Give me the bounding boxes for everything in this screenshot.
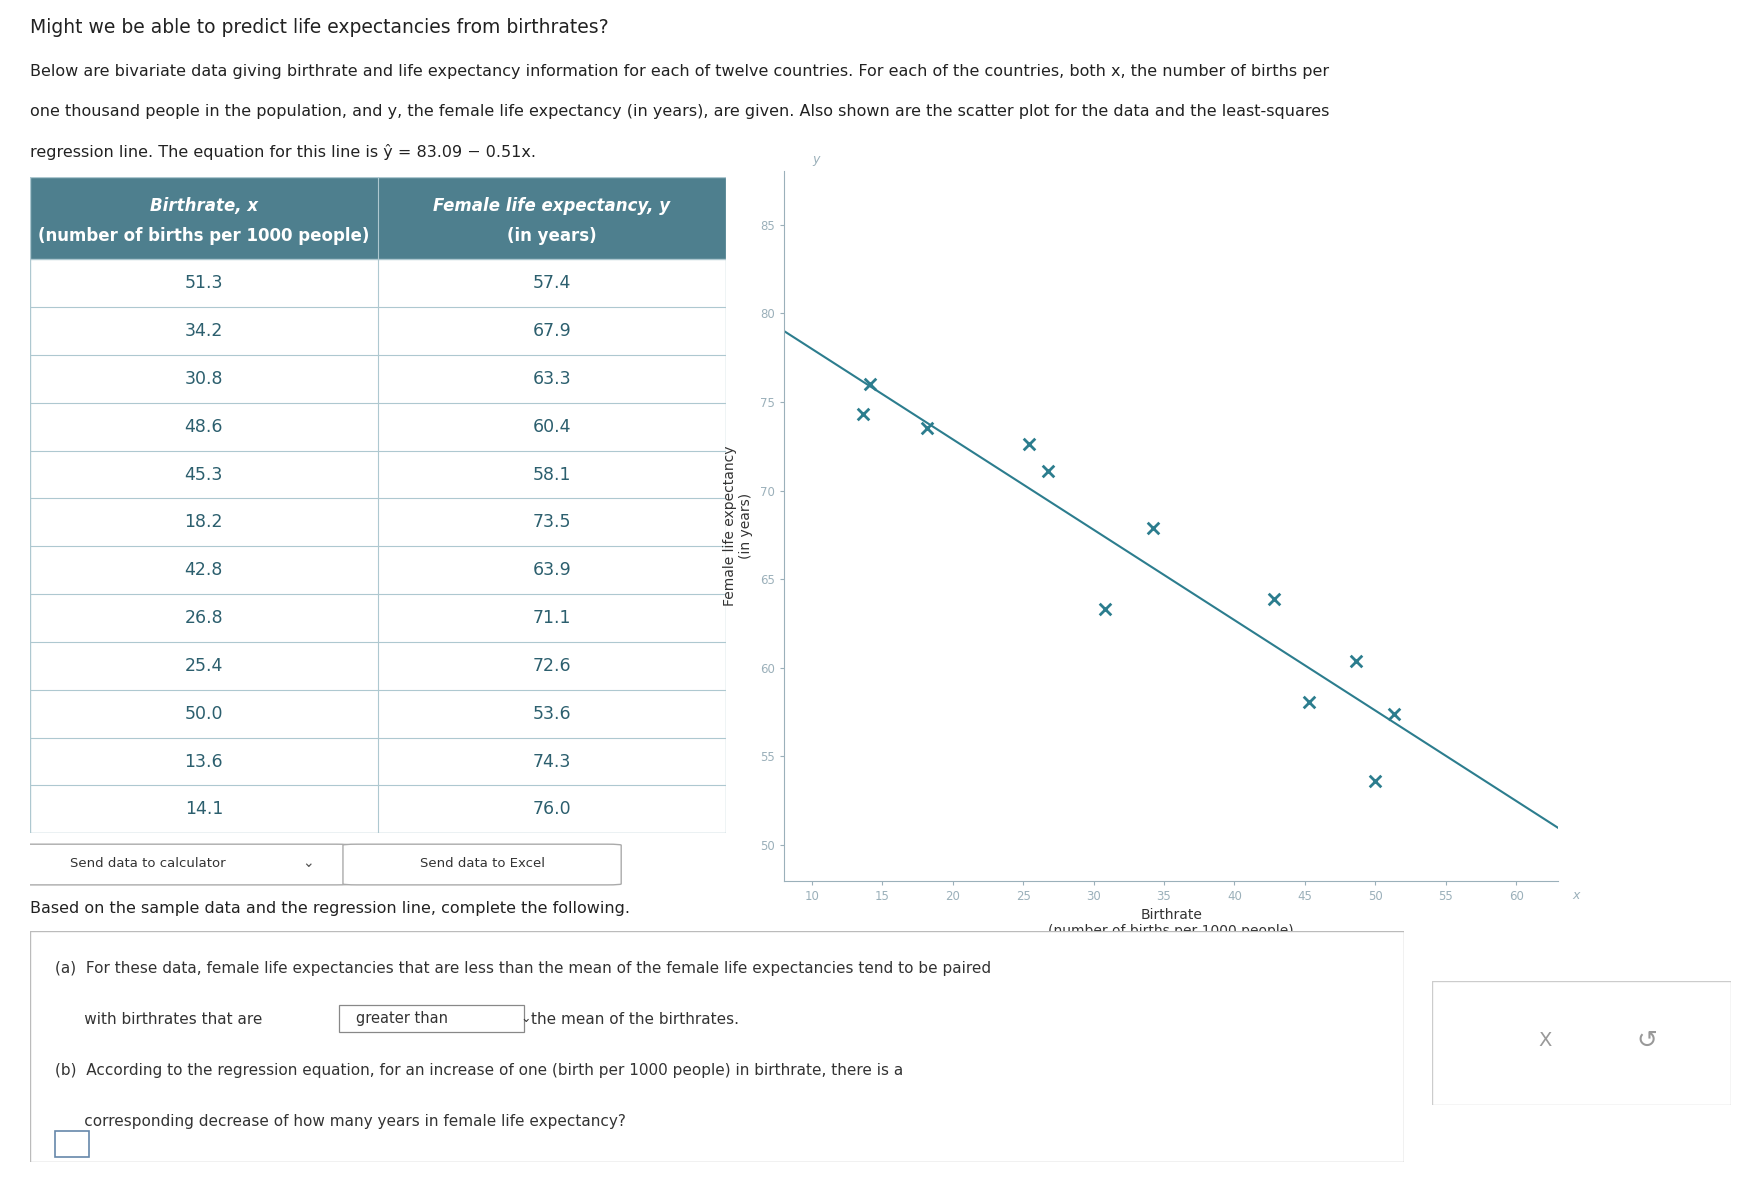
Bar bbox=[30, 499, 726, 546]
Point bbox=[914, 420, 942, 439]
Text: 58.1: 58.1 bbox=[532, 466, 571, 483]
Text: corresponding decrease of how many years in female life expectancy?: corresponding decrease of how many years… bbox=[55, 1113, 625, 1129]
Text: regression line. The equation for this line is ŷ = 83.09 − 0.51x.: regression line. The equation for this l… bbox=[30, 144, 535, 160]
Text: 45.3: 45.3 bbox=[185, 466, 224, 483]
Text: (a)  For these data, female life expectancies that are less than the mean of the: (a) For these data, female life expectan… bbox=[55, 961, 991, 976]
Text: the mean of the birthrates.: the mean of the birthrates. bbox=[532, 1012, 740, 1027]
Text: Female life expectancy, y: Female life expectancy, y bbox=[433, 197, 671, 215]
Bar bbox=[30, 690, 726, 738]
Text: ⌄: ⌄ bbox=[303, 856, 313, 870]
Text: 67.9: 67.9 bbox=[532, 322, 571, 340]
Text: one thousand people in the population, and y, the female life expectancy (in yea: one thousand people in the population, a… bbox=[30, 104, 1330, 118]
Bar bbox=[30, 642, 726, 690]
FancyBboxPatch shape bbox=[16, 844, 350, 885]
Text: 26.8: 26.8 bbox=[185, 609, 224, 628]
Text: 51.3: 51.3 bbox=[185, 274, 224, 292]
Text: 48.6: 48.6 bbox=[185, 417, 224, 436]
Text: 18.2: 18.2 bbox=[185, 513, 224, 532]
Text: (in years): (in years) bbox=[507, 227, 597, 246]
Text: 73.5: 73.5 bbox=[532, 513, 571, 532]
Point bbox=[1034, 462, 1062, 481]
Text: Based on the sample data and the regression line, complete the following.: Based on the sample data and the regress… bbox=[30, 902, 630, 916]
Text: 34.2: 34.2 bbox=[185, 322, 224, 340]
Bar bbox=[30, 307, 726, 355]
Point bbox=[1294, 693, 1323, 712]
Text: Birthrate, x: Birthrate, x bbox=[150, 197, 257, 215]
Bar bbox=[30, 738, 726, 786]
Text: 71.1: 71.1 bbox=[532, 609, 571, 628]
Text: 14.1: 14.1 bbox=[185, 800, 224, 818]
Text: 72.6: 72.6 bbox=[532, 657, 571, 675]
Text: Might we be able to predict life expectancies from birthrates?: Might we be able to predict life expecta… bbox=[30, 18, 609, 37]
Bar bbox=[30, 355, 726, 403]
Bar bbox=[30, 450, 726, 499]
Text: 63.9: 63.9 bbox=[532, 561, 571, 579]
Text: 63.3: 63.3 bbox=[532, 370, 571, 388]
Text: 57.4: 57.4 bbox=[532, 274, 571, 292]
Text: (number of births per 1000 people): (number of births per 1000 people) bbox=[39, 227, 370, 246]
Point bbox=[856, 375, 884, 394]
Text: 13.6: 13.6 bbox=[185, 753, 224, 771]
Bar bbox=[30, 403, 726, 450]
Text: ↺: ↺ bbox=[1636, 1028, 1657, 1053]
Text: 30.8: 30.8 bbox=[185, 370, 224, 388]
Text: X: X bbox=[1539, 1031, 1551, 1050]
Point bbox=[1090, 600, 1118, 619]
Text: 42.8: 42.8 bbox=[185, 561, 224, 579]
Text: Send data to calculator: Send data to calculator bbox=[70, 857, 225, 870]
Text: 25.4: 25.4 bbox=[185, 657, 224, 675]
Bar bbox=[55, 1131, 90, 1157]
Point bbox=[1014, 435, 1043, 454]
FancyBboxPatch shape bbox=[343, 844, 622, 885]
Text: Below are bivariate data giving birthrate and life expectancy information for ea: Below are bivariate data giving birthrat… bbox=[30, 64, 1330, 79]
Text: greater than: greater than bbox=[356, 1011, 449, 1026]
Text: 60.4: 60.4 bbox=[532, 417, 571, 436]
Text: x: x bbox=[1573, 890, 1580, 902]
Text: Send data to Excel: Send data to Excel bbox=[419, 857, 544, 870]
Y-axis label: Female life expectancy
(in years): Female life expectancy (in years) bbox=[722, 446, 752, 606]
Bar bbox=[30, 259, 726, 307]
X-axis label: Birthrate
(number of births per 1000 people): Birthrate (number of births per 1000 peo… bbox=[1048, 908, 1294, 939]
Bar bbox=[30, 786, 726, 833]
Bar bbox=[30, 177, 726, 259]
FancyBboxPatch shape bbox=[338, 1005, 525, 1032]
Bar bbox=[30, 595, 726, 642]
Text: y: y bbox=[812, 154, 819, 167]
Point bbox=[1342, 651, 1370, 670]
Point bbox=[1379, 704, 1407, 723]
Point bbox=[1139, 518, 1168, 537]
Text: 50.0: 50.0 bbox=[185, 704, 224, 722]
Text: 76.0: 76.0 bbox=[532, 800, 571, 818]
Text: 74.3: 74.3 bbox=[532, 753, 571, 771]
Text: (b)  According to the regression equation, for an increase of one (birth per 100: (b) According to the regression equation… bbox=[55, 1063, 903, 1078]
Point bbox=[1259, 590, 1287, 609]
Text: ⌄: ⌄ bbox=[519, 1012, 530, 1025]
Bar bbox=[30, 546, 726, 595]
Point bbox=[849, 405, 877, 424]
Text: with birthrates that are: with birthrates that are bbox=[55, 1012, 262, 1027]
Text: 53.6: 53.6 bbox=[532, 704, 571, 722]
Point bbox=[1361, 772, 1389, 791]
